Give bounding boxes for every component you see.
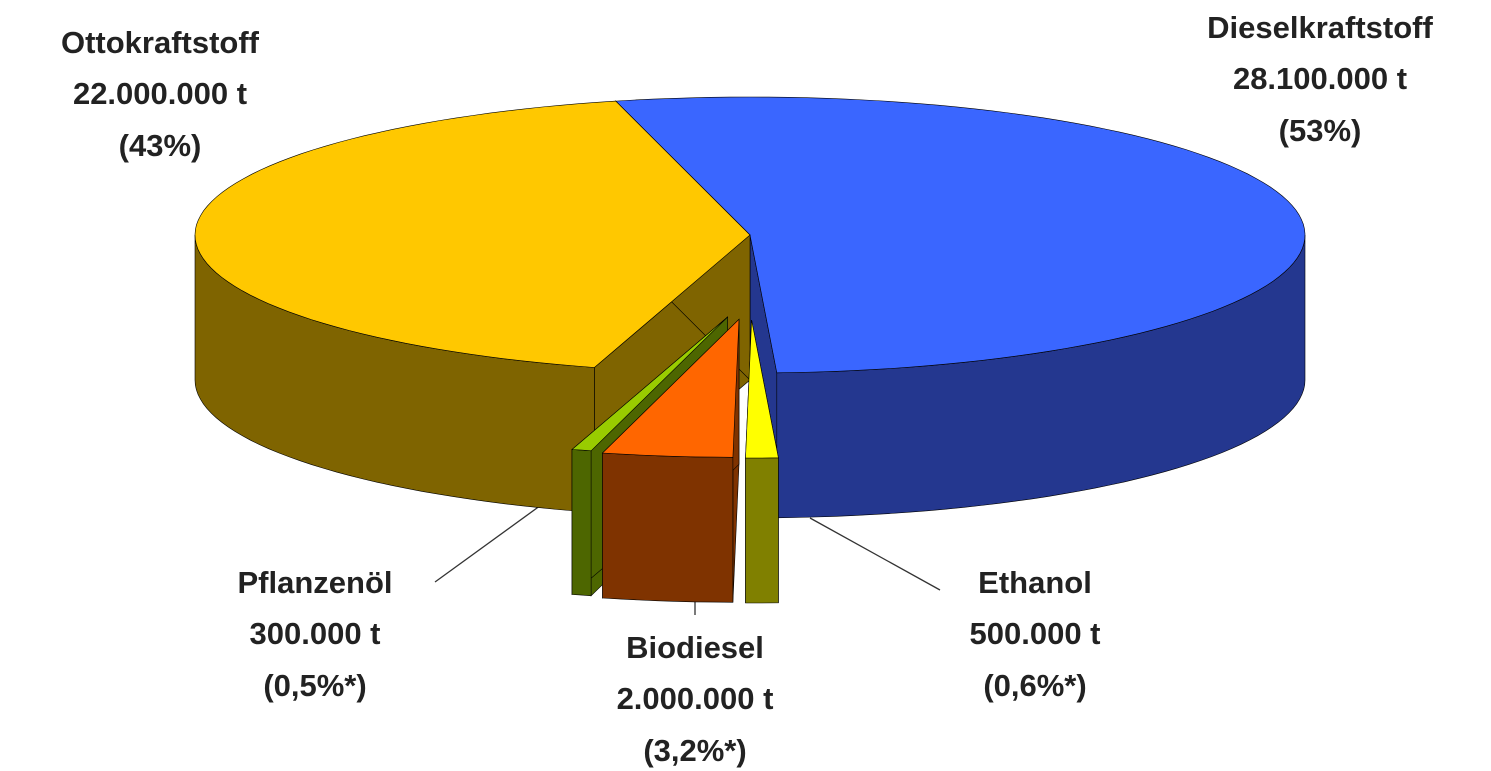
category-label: Ethanol <box>978 565 1092 600</box>
slice-wall <box>571 449 592 597</box>
percent-label: (0,5%*) <box>263 668 366 703</box>
category-label: Dieselkraftstoff <box>1207 10 1433 45</box>
slice-top <box>601 318 740 458</box>
slice-top <box>615 96 1306 374</box>
value-label: 28.100.000 t <box>1233 61 1407 96</box>
slice-wall <box>602 452 734 603</box>
category-label: Pflanzenöl <box>237 565 392 600</box>
slice-top <box>745 319 779 459</box>
category-label: Biodiesel <box>626 630 764 665</box>
slice-top <box>194 100 751 368</box>
slice-top <box>571 316 728 452</box>
value-label: 300.000 t <box>250 616 381 651</box>
value-label: 22.000.000 t <box>73 76 247 111</box>
pie <box>194 96 1306 604</box>
percent-label: (53%) <box>1279 113 1362 148</box>
leader-line <box>434 499 549 583</box>
percent-label: (43%) <box>119 128 202 163</box>
value-label: 500.000 t <box>970 616 1101 651</box>
leader-line <box>809 517 941 591</box>
percent-label: (0,6%*) <box>983 668 1086 703</box>
slice-wall <box>745 457 779 604</box>
percent-label: (3,2%*) <box>643 733 746 768</box>
category-label: Ottokraftstoff <box>61 25 260 60</box>
value-label: 2.000.000 t <box>617 681 774 716</box>
